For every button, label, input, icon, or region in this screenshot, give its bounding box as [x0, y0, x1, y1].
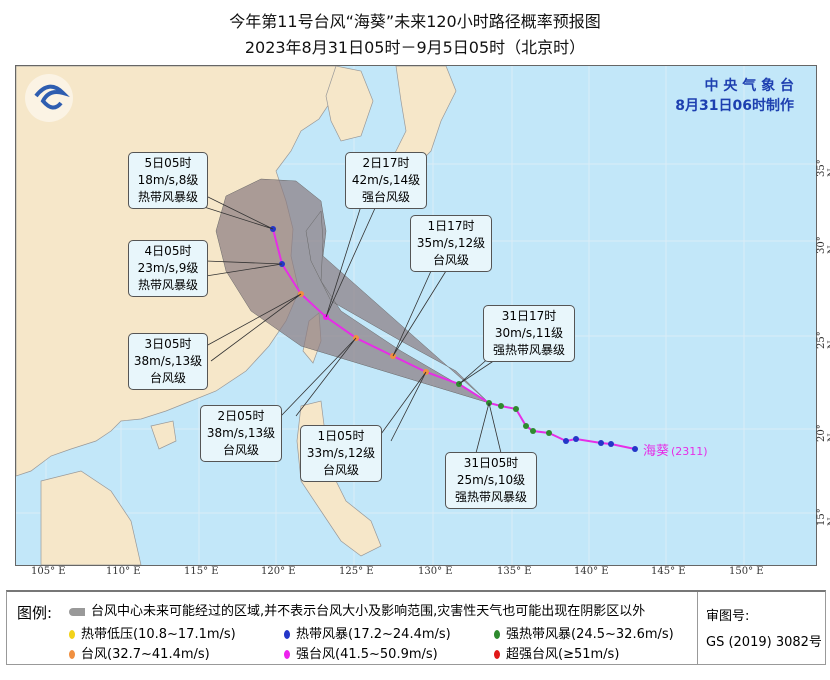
- forecast-label-level: 台风级: [432, 253, 469, 267]
- review-label: 审图号:: [706, 609, 750, 624]
- forecast-label-time: 4日05时: [144, 244, 192, 258]
- forecast-label-time: 1日17时: [427, 219, 475, 233]
- cone-icon: [69, 607, 85, 616]
- forecast-label-wind: 38m/s,13级: [206, 426, 276, 440]
- past-point: [546, 430, 552, 436]
- agency-block: 中 央 气 象 台 8月31日06时制作: [675, 76, 794, 116]
- forecast-label-wind: 42m/s,14级: [351, 173, 421, 187]
- typhoon-code: (2311): [671, 445, 708, 458]
- lon-tick-label: 150° E: [729, 566, 764, 577]
- legend-cone-text: 台风中心未来可能经过的区域,并不表示台风大小及影响范围,灾害性天气也可能出现在阴…: [91, 604, 646, 619]
- map-canvas: 海葵 (2311): [16, 66, 816, 565]
- forecast-label-time: 1日05时: [317, 429, 365, 443]
- lat-tick-label: 15° N: [816, 508, 830, 526]
- past-point: [598, 440, 604, 446]
- forecast-label-wind: 25m/s,10级: [456, 473, 526, 487]
- label-leaders: [200, 195, 502, 454]
- legend: 图例: 台风中心未来可能经过的区域,并不表示台风大小及影响范围,灾害性天气也可能…: [6, 590, 826, 665]
- typhoon-track-map: 海葵 (2311) 中 央 气 象 台 8月31日06时制作: [15, 65, 817, 566]
- lon-tick-label: 125° E: [339, 566, 374, 577]
- typhoon-name: 海葵: [643, 444, 669, 459]
- forecast-label-level: 热带风暴级: [137, 190, 198, 204]
- forecast-label-level: 台风级: [222, 443, 259, 457]
- forecast-label-wind: 30m/s,11级: [494, 326, 564, 340]
- superty-icon: [494, 650, 500, 659]
- lat-tick-label: 35° N: [816, 159, 830, 177]
- forecast-label: 2日17时 42m/s,14级 强台风级: [345, 152, 427, 209]
- logo: [25, 74, 73, 122]
- forecast-label: 31日05时 25m/s,10级 强热带风暴级: [445, 452, 537, 509]
- lat-tick-label: 20° N: [816, 424, 830, 442]
- lon-tick-label: 145° E: [651, 566, 686, 577]
- forecast-label-time: 5日05时: [144, 156, 192, 170]
- forecast-label: 2日05时 38m/s,13级 台风级: [200, 405, 282, 462]
- lon-tick-label: 135° E: [497, 566, 532, 577]
- forecast-label: 31日17时 30m/s,11级 强热带风暴级: [483, 305, 575, 362]
- past-point: [563, 438, 569, 444]
- lon-tick-label: 140° E: [574, 566, 609, 577]
- past-point: [530, 428, 536, 434]
- forecast-label-wind: 33m/s,12级: [306, 446, 376, 460]
- past-point: [498, 403, 504, 409]
- sty-icon: [284, 650, 290, 659]
- lon-tick-label: 115° E: [184, 566, 219, 577]
- map-subtitle: 2023年8月31日05时－9月5日05时（北京时）: [244, 38, 586, 57]
- sts-icon: [494, 630, 500, 639]
- past-point: [632, 446, 638, 452]
- forecast-label-level: 台风级: [322, 463, 359, 477]
- map-title: 今年第11号台风“海葵”未来120小时路径概率预报图: [229, 12, 601, 31]
- ty-icon: [69, 650, 75, 659]
- forecast-label: 3日05时 38m/s,13级 台风级: [128, 333, 208, 390]
- forecast-label-time: 3日05时: [144, 337, 192, 351]
- forecast-label-wind: 18m/s,8级: [137, 173, 199, 187]
- past-point: [523, 423, 529, 429]
- review-number-box: 审图号: GS (2019) 3082号: [697, 592, 825, 664]
- lon-tick-label: 110° E: [106, 566, 141, 577]
- forecast-label: 1日17时 35m/s,12级 台风级: [410, 215, 492, 272]
- legend-td: 热带低压(10.8~17.1m/s): [81, 627, 236, 642]
- forecast-label-wind: 35m/s,12级: [416, 236, 486, 250]
- forecast-label-level: 强热带风暴级: [454, 490, 527, 504]
- past-point: [513, 406, 519, 412]
- legend-sty: 强台风(41.5~50.9m/s): [296, 647, 438, 662]
- past-point: [608, 441, 614, 447]
- agency-name: 中 央 气 象 台: [704, 78, 795, 94]
- lat-tick-label: 30° N: [816, 236, 830, 254]
- legend-ts: 热带风暴(17.2~24.4m/s): [296, 627, 451, 642]
- forecast-label-time: 31日17时: [501, 309, 557, 323]
- past-point: [573, 436, 579, 442]
- forecast-label-level: 强台风级: [361, 190, 410, 204]
- forecast-label: 1日05时 33m/s,12级 台风级: [300, 425, 382, 482]
- legend-ty: 台风(32.7~41.4m/s): [81, 647, 210, 662]
- forecast-label: 4日05时 23m/s,9级 热带风暴级: [128, 240, 208, 297]
- lon-tick-label: 130° E: [418, 566, 453, 577]
- forecast-label-time: 2日17时: [362, 156, 410, 170]
- forecast-label-wind: 23m/s,9级: [137, 261, 199, 275]
- lon-tick-label: 105° E: [31, 566, 66, 577]
- lat-tick-label: 25° N: [816, 331, 830, 349]
- forecast-label-wind: 38m/s,13级: [133, 354, 203, 368]
- forecast-label-level: 热带风暴级: [137, 278, 198, 292]
- forecast-label-time: 31日05时: [463, 456, 519, 470]
- legend-superty: 超强台风(≥51m/s): [506, 647, 620, 662]
- lon-tick-label: 120° E: [261, 566, 296, 577]
- review-number: GS (2019) 3082号: [706, 635, 822, 650]
- probability-cone: [215, 178, 490, 404]
- forecast-label-time: 2日05时: [217, 409, 265, 423]
- td-icon: [69, 630, 75, 639]
- issue-time: 8月31日06时制作: [675, 98, 794, 114]
- legend-title: 图例:: [17, 604, 53, 622]
- ts-icon: [284, 630, 290, 639]
- forecast-label-level: 台风级: [149, 371, 186, 385]
- legend-sts: 强热带风暴(24.5~32.6m/s): [506, 627, 674, 642]
- forecast-label: 5日05时 18m/s,8级 热带风暴级: [128, 152, 208, 209]
- forecast-label-level: 强热带风暴级: [492, 343, 565, 357]
